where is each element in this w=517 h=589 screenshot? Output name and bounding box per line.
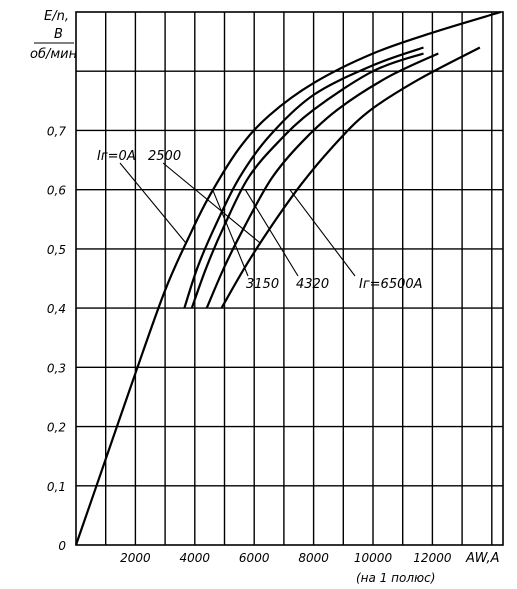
x-axis-label: AW,A xyxy=(465,551,499,566)
leader-2500 xyxy=(162,162,261,244)
curve-6500a xyxy=(220,46,481,309)
y-tick-label: 0,3 xyxy=(47,361,66,375)
plot-frame xyxy=(75,11,504,546)
x-axis-sublabel: (на 1 полюс) xyxy=(356,571,435,585)
x-tick-label: 10000 xyxy=(354,551,393,565)
y-tick-label: 0,4 xyxy=(47,302,66,316)
curve-2500 xyxy=(183,46,424,309)
y-axis-label: E/n, xyxy=(44,9,69,24)
curve-0a xyxy=(74,10,502,546)
leader-4320 xyxy=(244,189,299,277)
leader-3150 xyxy=(212,189,249,277)
curve-label-0a: Iг=0A xyxy=(97,149,136,164)
x-tick-label: 12000 xyxy=(413,551,452,565)
curves xyxy=(74,10,502,546)
leader-0a xyxy=(119,162,187,244)
curve-label-4320: 4320 xyxy=(296,277,329,292)
y-tick-label: 0 xyxy=(58,539,66,553)
curve-label-2500: 2500 xyxy=(148,149,181,164)
x-tick-label: 8000 xyxy=(298,551,329,565)
x-tick-label: 2000 xyxy=(120,551,151,565)
y-tick-label: 0,6 xyxy=(47,184,66,198)
curve-3150 xyxy=(190,52,424,309)
x-tick-label: 4000 xyxy=(180,551,211,565)
leader-6500a xyxy=(289,189,356,277)
curve-4320 xyxy=(205,52,439,309)
curve-label-6500a: Iг=6500A xyxy=(359,277,423,292)
y-tick-label: 0,7 xyxy=(47,124,66,138)
y-tick-label: 0,5 xyxy=(47,243,66,257)
y-tick-label: 0,1 xyxy=(47,480,66,494)
grid xyxy=(75,11,504,546)
y-tick-label: 0,2 xyxy=(47,421,66,435)
tick-labels: 2000 4000 6000 8000 10000 12000 0 0,1 0,2 0,3 0,4 0… xyxy=(47,124,452,565)
curve-label-3150: 3150 xyxy=(246,277,279,292)
y-axis-unit-numerator: B xyxy=(54,27,63,42)
x-tick-label: 6000 xyxy=(239,551,270,565)
y-axis-unit-denominator: об/мин xyxy=(30,47,78,62)
leader-lines xyxy=(119,162,356,277)
